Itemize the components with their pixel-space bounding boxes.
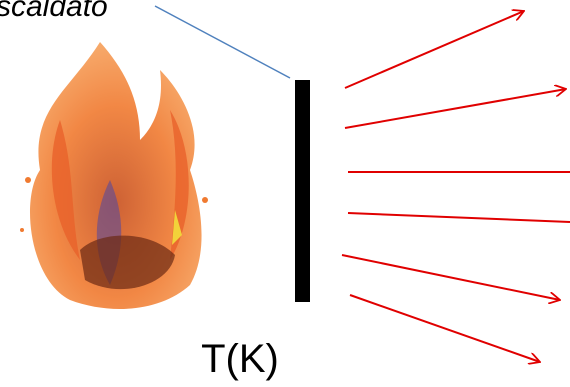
ray [345,89,566,128]
diagram: scaldato T(K) [0,0,570,387]
page: Diagram {"labels": {"heated": "scaldato"… [0,0,570,387]
ray [348,213,570,222]
page-body: scaldato T(K) (() => { const data = JSON… [0,0,570,387]
label-leader [155,6,290,78]
flame [20,42,208,309]
heated-label: scaldato [0,0,108,23]
ray [342,255,560,300]
ray [350,295,540,362]
black-body [295,80,310,302]
radiation-rays [342,11,570,362]
ray [345,11,524,88]
temperature-label: T(K) [201,337,279,381]
